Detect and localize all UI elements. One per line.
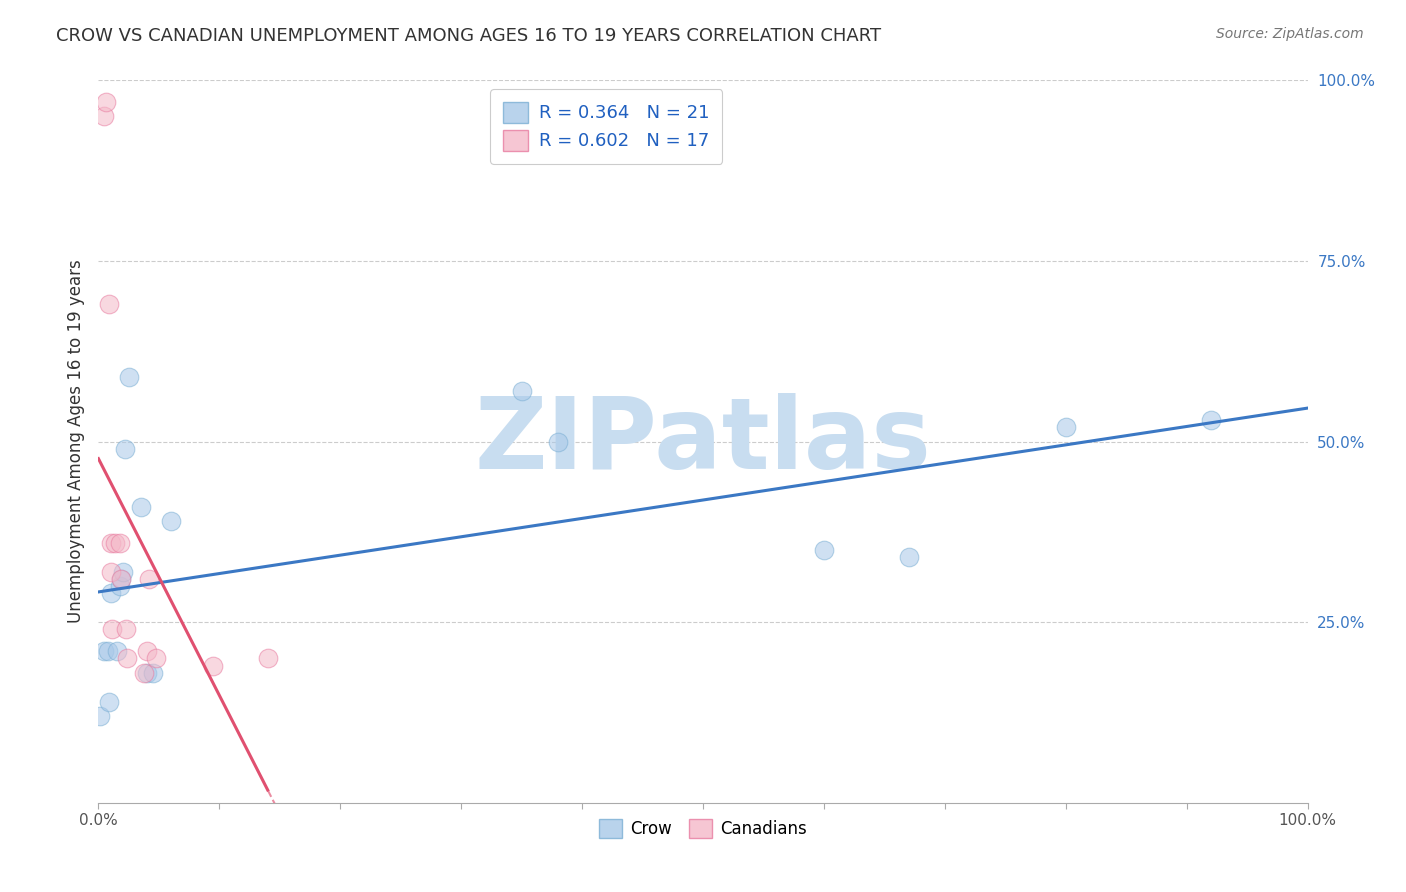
Point <box>93 110 115 124</box>
Y-axis label: Unemployment Among Ages 16 to 19 years: Unemployment Among Ages 16 to 19 years <box>66 260 84 624</box>
Point <box>105 644 128 658</box>
Point <box>104 535 127 549</box>
Point <box>114 442 136 456</box>
Point <box>115 623 138 637</box>
Point <box>142 665 165 680</box>
Point <box>93 644 115 658</box>
Point <box>135 665 157 680</box>
Point <box>110 572 132 586</box>
Legend: Crow, Canadians: Crow, Canadians <box>592 813 814 845</box>
Point <box>510 384 533 398</box>
Text: CROW VS CANADIAN UNEMPLOYMENT AMONG AGES 16 TO 19 YEARS CORRELATION CHART: CROW VS CANADIAN UNEMPLOYMENT AMONG AGES… <box>56 27 882 45</box>
Point <box>98 695 121 709</box>
Point <box>202 658 225 673</box>
Point <box>129 500 152 514</box>
Point <box>547 434 569 449</box>
Point <box>138 572 160 586</box>
Point <box>108 579 131 593</box>
Point <box>100 586 122 600</box>
Point <box>813 542 835 557</box>
Point <box>256 651 278 665</box>
Text: Source: ZipAtlas.com: Source: ZipAtlas.com <box>1216 27 1364 41</box>
Point <box>98 297 121 311</box>
Point <box>118 369 141 384</box>
Point <box>1054 420 1077 434</box>
Point <box>897 550 920 565</box>
Text: ZIPatlas: ZIPatlas <box>475 393 931 490</box>
Point <box>135 644 157 658</box>
Point <box>100 623 122 637</box>
Point <box>110 572 132 586</box>
Point <box>89 709 111 723</box>
Point <box>1199 413 1222 427</box>
Point <box>100 565 122 579</box>
Point <box>134 665 156 680</box>
Point <box>97 644 120 658</box>
Point <box>108 535 131 549</box>
Point <box>145 651 167 665</box>
Point <box>117 651 139 665</box>
Point <box>100 535 122 549</box>
Point <box>160 514 183 528</box>
Point <box>94 95 117 109</box>
Point <box>111 565 134 579</box>
